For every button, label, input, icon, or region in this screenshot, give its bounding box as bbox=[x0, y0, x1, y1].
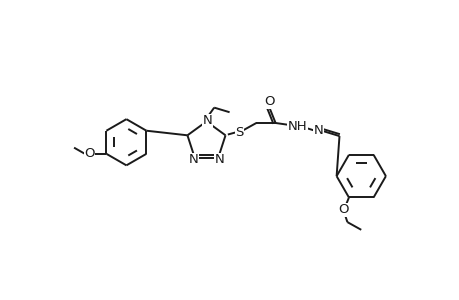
Text: N: N bbox=[313, 124, 323, 137]
Text: O: O bbox=[84, 146, 95, 160]
Text: N: N bbox=[188, 154, 198, 166]
Text: O: O bbox=[263, 95, 274, 108]
Text: O: O bbox=[337, 203, 348, 216]
Text: N: N bbox=[214, 154, 224, 166]
Text: N: N bbox=[202, 114, 212, 127]
Text: NH: NH bbox=[287, 120, 307, 133]
Text: S: S bbox=[235, 126, 243, 139]
